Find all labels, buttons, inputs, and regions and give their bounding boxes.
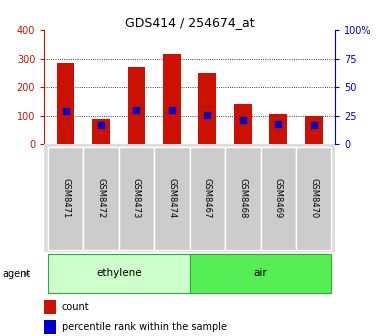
FancyBboxPatch shape — [48, 254, 190, 294]
Bar — [199, 73, 216, 144]
Bar — [234, 103, 252, 144]
Text: GSM8474: GSM8474 — [167, 178, 176, 218]
FancyBboxPatch shape — [296, 146, 331, 250]
Bar — [163, 54, 181, 144]
Bar — [270, 114, 287, 144]
Text: GSM8471: GSM8471 — [61, 178, 70, 218]
FancyBboxPatch shape — [48, 146, 83, 250]
Text: count: count — [62, 302, 89, 312]
Text: percentile rank within the sample: percentile rank within the sample — [62, 322, 227, 332]
FancyBboxPatch shape — [225, 146, 261, 250]
Text: GSM8472: GSM8472 — [97, 178, 105, 218]
Bar — [44, 320, 56, 334]
Bar — [127, 67, 145, 144]
FancyBboxPatch shape — [190, 254, 331, 294]
Text: ethylene: ethylene — [96, 268, 142, 278]
Bar — [305, 116, 323, 144]
Bar — [57, 62, 74, 144]
FancyBboxPatch shape — [190, 146, 225, 250]
FancyBboxPatch shape — [261, 146, 296, 250]
FancyBboxPatch shape — [119, 146, 154, 250]
Text: GSM8469: GSM8469 — [274, 178, 283, 218]
Text: agent: agent — [2, 269, 30, 279]
Title: GDS414 / 254674_at: GDS414 / 254674_at — [125, 16, 254, 29]
Text: GSM8473: GSM8473 — [132, 178, 141, 218]
Text: GSM8468: GSM8468 — [238, 178, 247, 218]
Bar — [92, 119, 110, 144]
Text: air: air — [254, 268, 268, 278]
Text: GSM8467: GSM8467 — [203, 178, 212, 218]
Text: GSM8470: GSM8470 — [309, 178, 318, 218]
FancyBboxPatch shape — [83, 146, 119, 250]
FancyBboxPatch shape — [154, 146, 190, 250]
Bar — [44, 300, 56, 314]
